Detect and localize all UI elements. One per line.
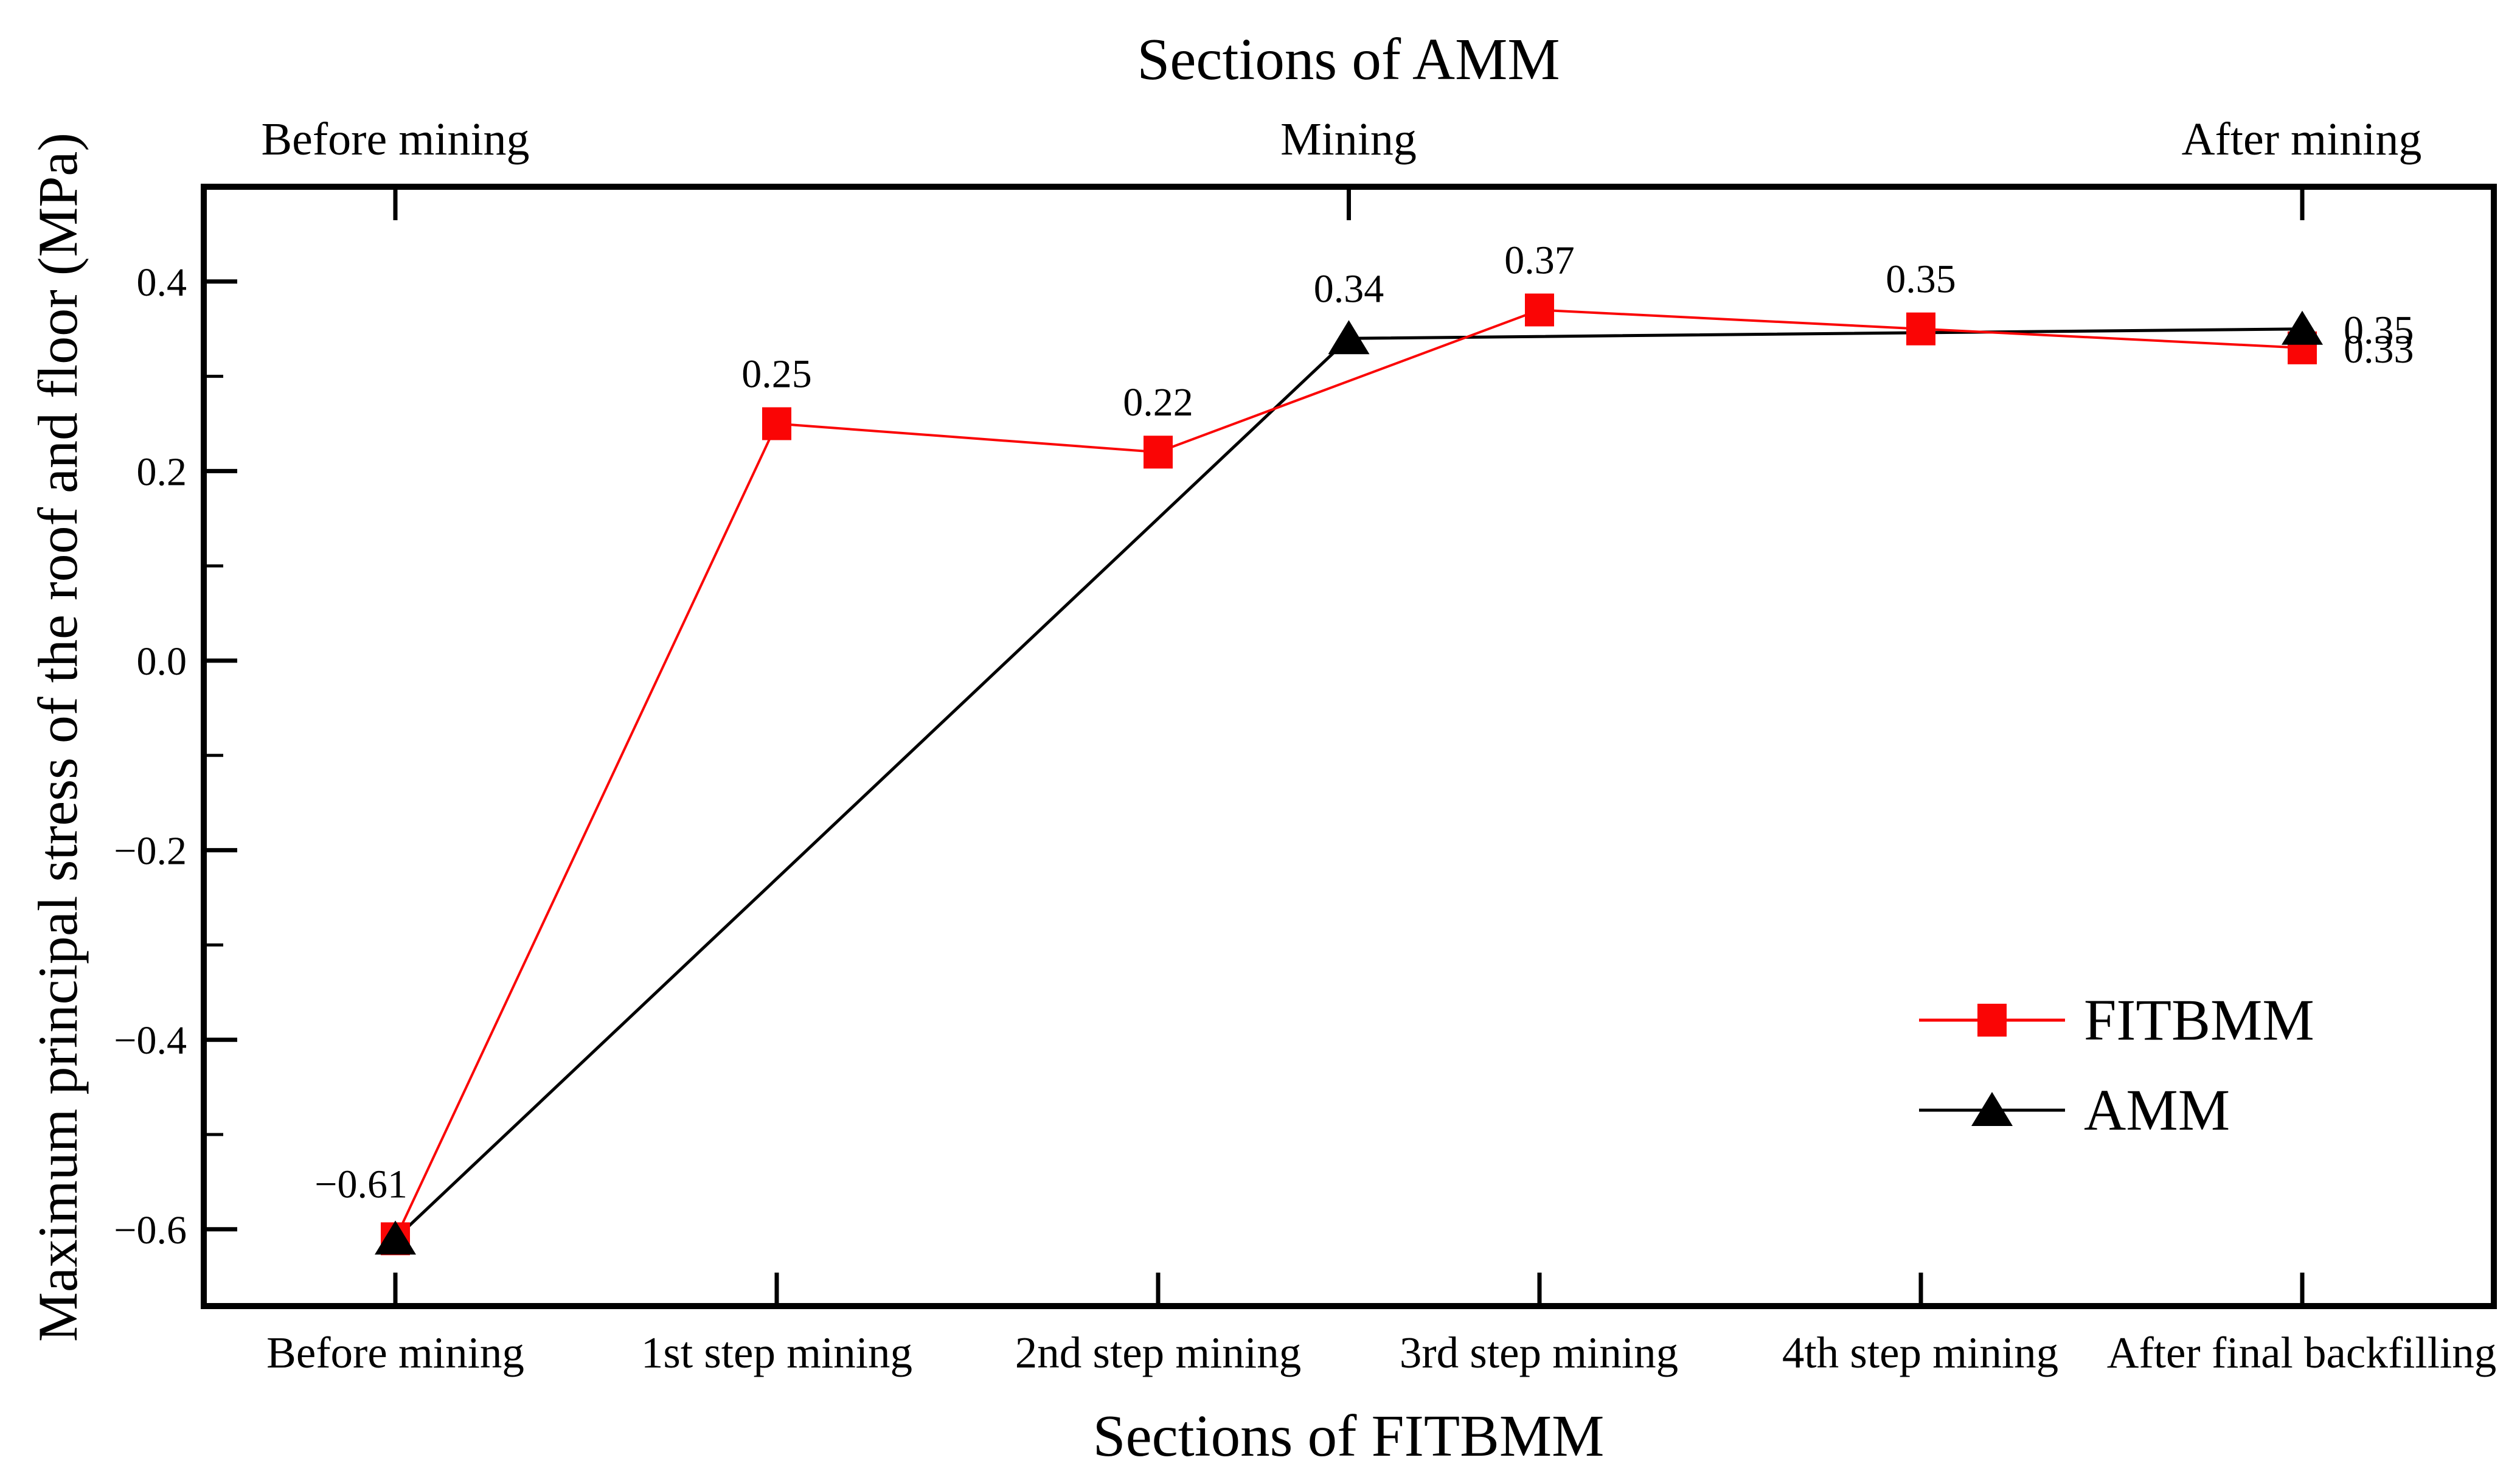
top-axis-label-before-mining: Before mining (261, 114, 530, 165)
chart-title: Sections of AMM (1137, 27, 1560, 92)
value-label: 0.35 (1886, 257, 1956, 302)
marker-fitbmm (1525, 293, 1554, 327)
top-axis-label-after-mining: After mining (2181, 114, 2422, 165)
value-label: 0.35 (2344, 308, 2414, 353)
x-category-before-mining: Before mining (266, 1328, 524, 1377)
marker-amm (375, 1220, 416, 1255)
value-label: 0.25 (741, 352, 812, 397)
value-label: 0.22 (1123, 380, 1193, 425)
legend-label-amm: AMM (2084, 1077, 2230, 1142)
value-label: 0.33 (2344, 327, 2414, 372)
value-label: −0.61 (314, 1162, 408, 1206)
marker-fitbmm (1906, 312, 1935, 346)
x-category-after-final-backfilling: After final backfilling (2106, 1328, 2497, 1377)
legend-label-fitbmm: FITBMM (2084, 987, 2314, 1052)
legend-entry-amm: AMM (1916, 1077, 2230, 1144)
series-line-fitbmm (394, 308, 2303, 1240)
marker-amm (2282, 310, 2323, 345)
x-category-1st-step: 1st step mining (640, 1328, 913, 1377)
x-category-4th-step: 4th step mining (1782, 1328, 2059, 1377)
y-axis-tick-label: −0.2 (114, 829, 187, 874)
top-axis-label-mining: Mining (1280, 114, 1417, 165)
y-axis-tick-label: −0.4 (114, 1018, 187, 1063)
value-label: 0.37 (1504, 238, 1575, 283)
marker-fitbmm (1144, 436, 1173, 469)
y-axis-tick-label: 0.4 (137, 260, 187, 305)
value-label: 0.34 (1314, 266, 1384, 311)
y-axis-tick-label: 0.2 (137, 450, 187, 494)
marker-amm (1328, 320, 1370, 355)
legend-amm-marker (1919, 1092, 2065, 1126)
y-axis-title: Maximum principal stress of the roof and… (27, 133, 89, 1342)
x-category-2nd-step: 2nd step mining (1015, 1328, 1302, 1377)
legend-fitbmm-marker (1919, 1004, 2065, 1037)
legend-entry-fitbmm: FITBMM (1916, 987, 2314, 1054)
y-axis-tick-label: −0.6 (114, 1208, 187, 1253)
x-axis-title: Sections of FITBMM (1092, 1403, 1605, 1468)
x-category-3rd-step: 3rd step mining (1399, 1328, 1679, 1377)
marker-fitbmm (762, 407, 791, 440)
y-axis-tick-label: 0.0 (137, 639, 187, 684)
